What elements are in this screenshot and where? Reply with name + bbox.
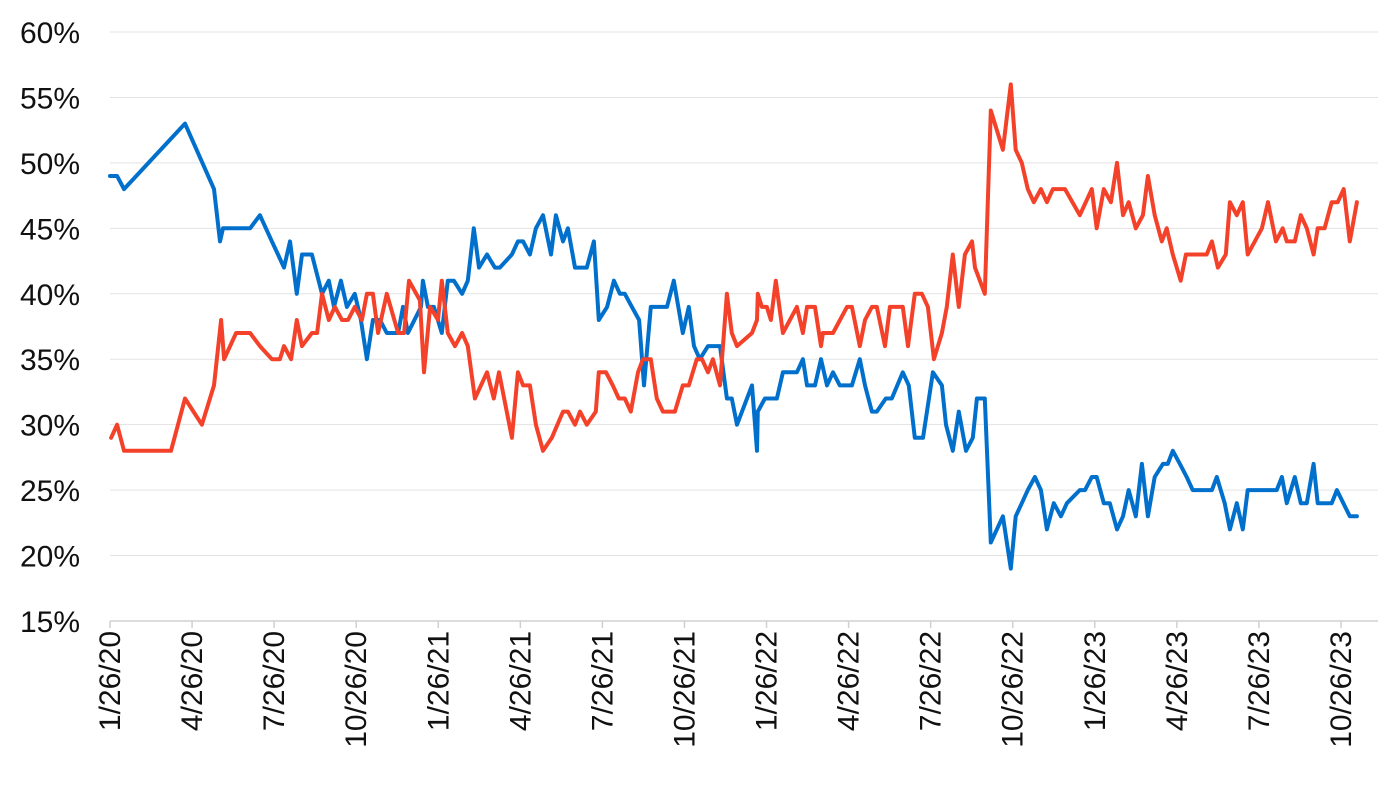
x-tick-label: 4/26/22 [833, 631, 866, 731]
y-tick-label: 20% [20, 541, 80, 574]
x-tick-label: 10/26/20 [340, 631, 373, 748]
x-axis: 1/26/20 4/26/20 7/26/20 10/26/20 1/26/21 4/26… [94, 620, 1378, 748]
series-line-1 [108, 121, 1359, 571]
y-tick-label: 25% [20, 475, 80, 508]
x-tick-label: 10/26/21 [668, 631, 701, 748]
x-tick-label: 10/26/22 [997, 631, 1030, 748]
x-tick-label: 1/26/23 [1079, 631, 1112, 731]
x-tick-label: 1/26/20 [94, 631, 127, 731]
x-tick-label: 7/26/20 [258, 631, 291, 731]
x-tick-label: 1/26/22 [751, 631, 784, 731]
x-tick-label: 7/26/22 [915, 631, 948, 731]
y-axis-ticks: 15% 20% 25% 30% 35% 40% 45% 50% 55% 60% [20, 17, 80, 639]
y-tick-label: 55% [20, 82, 80, 115]
x-tick-label: 4/26/23 [1161, 631, 1194, 731]
x-tick-label: 7/26/23 [1243, 631, 1276, 731]
series-line-2 [109, 82, 1359, 453]
y-tick-label: 35% [20, 344, 80, 377]
y-tick-label: 40% [20, 279, 80, 312]
x-tick-label: 4/26/21 [504, 631, 537, 731]
x-tick-label: 4/26/20 [176, 631, 209, 731]
x-tick-label: 1/26/21 [422, 631, 455, 731]
x-tick-label: 10/26/23 [1325, 631, 1358, 748]
y-tick-label: 50% [20, 148, 80, 181]
x-tick-label: 7/26/21 [586, 631, 619, 731]
y-tick-label: 60% [20, 17, 80, 50]
y-tick-label: 30% [20, 410, 80, 443]
y-tick-label: 45% [20, 213, 80, 246]
series-lines [108, 82, 1359, 571]
y-tick-label: 15% [20, 606, 80, 639]
